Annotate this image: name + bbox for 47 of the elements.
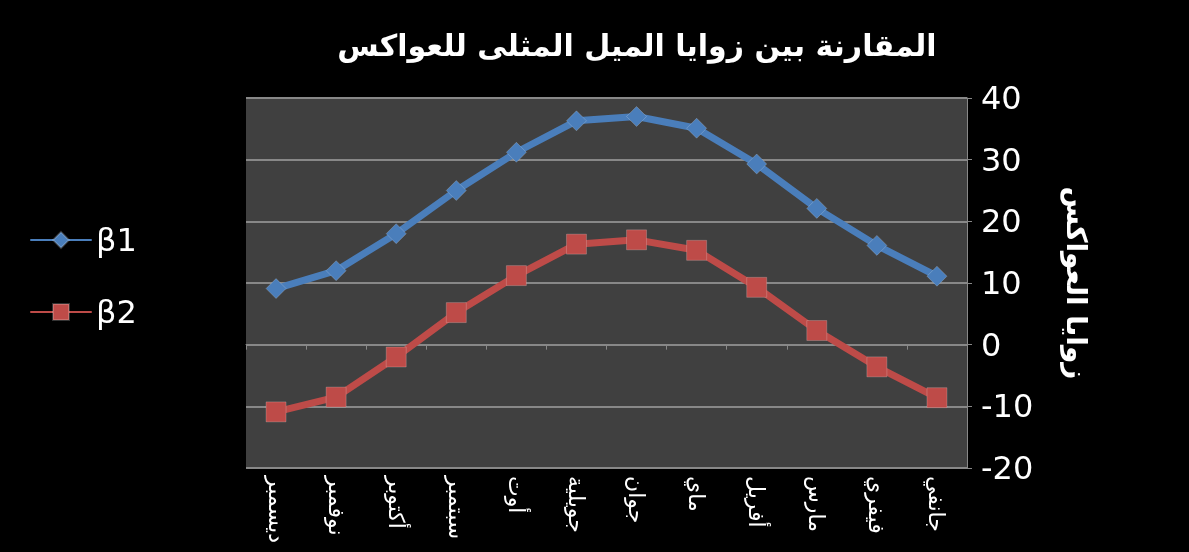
y-tick-label: 40	[981, 79, 1022, 117]
point	[926, 387, 948, 409]
point	[746, 276, 768, 298]
x-tick-label: جانفي	[923, 476, 950, 532]
y-tick-label: -10	[981, 387, 1034, 426]
point	[445, 180, 467, 201]
point	[806, 197, 828, 219]
x-tick-label: سبتمبر	[443, 475, 469, 540]
point	[505, 141, 527, 163]
x-tick-label: جوان	[624, 476, 650, 524]
point	[385, 223, 407, 245]
y-tick-label: 20	[981, 202, 1022, 241]
y-tick-label: 30	[981, 140, 1022, 179]
legend-label: β1	[96, 221, 137, 259]
point	[866, 234, 888, 256]
point	[806, 319, 828, 341]
point	[686, 239, 708, 261]
point	[385, 346, 407, 368]
x-tick-label: ماي	[684, 476, 710, 512]
point	[265, 278, 287, 300]
x-tick-label: ديسمبر	[263, 475, 289, 544]
point	[626, 106, 648, 127]
x-tick-label: أكتوبر	[383, 475, 411, 529]
point	[505, 265, 527, 287]
x-tick-label: فيفري	[864, 476, 890, 534]
point	[445, 302, 467, 324]
y-tick-label: -20	[981, 449, 1034, 487]
y-tick-label: 0	[981, 325, 1002, 364]
x-tick-label: جويلية	[563, 476, 589, 533]
point	[265, 401, 287, 423]
y-tick-label: 10	[981, 264, 1022, 302]
point	[325, 260, 347, 282]
point	[686, 117, 708, 139]
point	[926, 265, 948, 287]
x-tick-label: أوت	[503, 476, 531, 514]
point	[866, 356, 888, 378]
point	[325, 386, 347, 408]
x-tick-label: نوفمبر	[323, 475, 349, 536]
point	[565, 233, 587, 255]
point	[565, 110, 587, 132]
x-tick-label: أفريل	[744, 476, 772, 528]
point	[746, 153, 768, 175]
point	[626, 229, 648, 251]
x-tick-label: مارس	[803, 476, 830, 532]
legend-label: β2	[96, 293, 137, 331]
chart-title: المقارنة بين زوايا الميل المثلى للعواكس	[337, 27, 937, 64]
y-axis-title: زوايا العواكس	[1059, 186, 1093, 380]
